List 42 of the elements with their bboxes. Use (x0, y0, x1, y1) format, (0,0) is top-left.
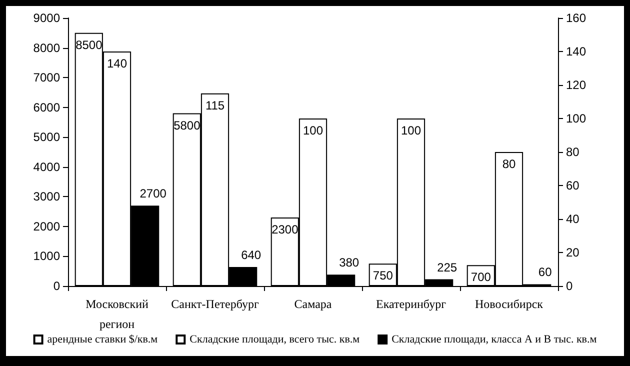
x-tick-label: Екатеринбург (376, 297, 446, 311)
y2-tick-label: 100 (566, 112, 586, 126)
data-label: 140 (106, 56, 128, 70)
x-tick-label: Санкт-Петербург (171, 297, 259, 311)
data-label: 115 (205, 98, 225, 112)
data-label: 2300 (272, 222, 299, 237)
y-tick-label: 7000 (33, 70, 60, 85)
legend-label: арендные ставки $/кв.м (47, 334, 158, 346)
y2-tick-label: 20 (566, 246, 580, 260)
y2-tick-label: 40 (566, 212, 580, 226)
y2-tick-label: 80 (566, 145, 580, 159)
data-label: 100 (400, 124, 422, 138)
data-label: 380 (339, 256, 360, 270)
data-label: 640 (241, 248, 262, 262)
data-label: 5800 (174, 118, 201, 132)
data-label: 2700 (140, 186, 167, 201)
y-tick-label: 1000 (33, 249, 60, 264)
x-tick-label: Самара (294, 297, 332, 311)
legend-label: Складские площади, класса А и В тыс. кв.м (392, 334, 597, 346)
y2-tick-label: 60 (566, 178, 580, 192)
data-label: 750 (372, 268, 394, 283)
y-tick-label: 6000 (33, 100, 60, 114)
y2-tick-label: 160 (566, 11, 586, 25)
data-label: 100 (302, 124, 324, 138)
data-label: 80 (502, 157, 516, 171)
y2-tick-label: 140 (566, 44, 586, 58)
legend-label: Складские площади, всего тыс. кв.м (190, 334, 360, 346)
data-label: 700 (470, 270, 492, 284)
data-label: 60 (538, 265, 552, 280)
x-tick-label: Московский регион (86, 297, 149, 331)
data-label: 8500 (76, 38, 103, 52)
y-tick-label: 5000 (33, 130, 60, 144)
y-tick-label: 0 (53, 279, 60, 293)
y-tick-label: 2000 (33, 219, 60, 234)
y2-tick-label: 120 (566, 78, 586, 92)
y-tick-label: 4000 (33, 160, 60, 174)
y-tick-label: 3000 (33, 190, 60, 204)
x-tick-label: Новосибирск (475, 297, 544, 311)
y-tick-label: 9000 (33, 11, 60, 25)
y2-tick-label: 0 (566, 279, 573, 293)
data-label: 225 (437, 260, 458, 274)
y-tick-label: 8000 (33, 40, 60, 55)
